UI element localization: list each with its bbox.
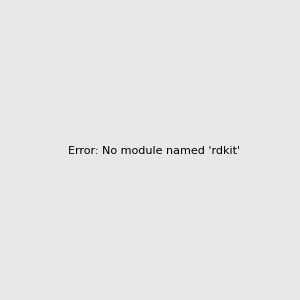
Text: Error: No module named 'rdkit': Error: No module named 'rdkit': [68, 146, 240, 157]
